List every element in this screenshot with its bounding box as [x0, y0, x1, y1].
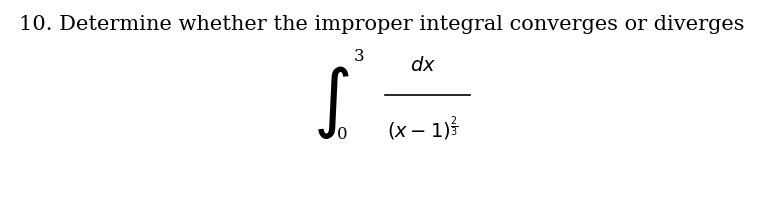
- Text: $\int$: $\int$: [313, 64, 350, 141]
- Text: 3: 3: [354, 48, 364, 65]
- Text: $dx$: $dx$: [410, 56, 435, 75]
- Text: 10. Determine whether the improper integral converges or diverges: 10. Determine whether the improper integ…: [19, 15, 745, 34]
- Text: $(x-1)^{\frac{2}{3}}$: $(x-1)^{\frac{2}{3}}$: [387, 114, 458, 143]
- Text: 0: 0: [337, 126, 348, 143]
